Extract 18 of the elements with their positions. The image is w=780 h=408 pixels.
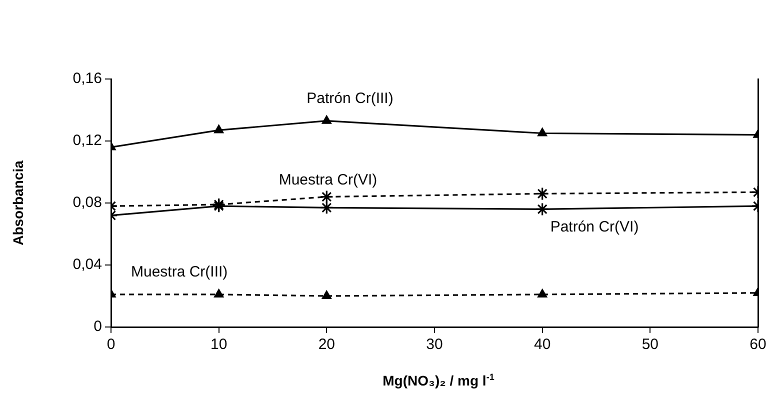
y-tick-label: 0,08 <box>72 194 102 212</box>
y-tick-label: 0,16 <box>72 70 102 88</box>
x-axis-title: Mg(NO₃)₂ / mg l$^{-1}$ <box>382 372 496 389</box>
x-tick-label: 50 <box>642 336 659 354</box>
y-axis-title: Absorbancia <box>10 160 26 246</box>
x-tick-label: 60 <box>750 336 766 354</box>
series-label: Muestra Cr(III) <box>131 264 228 281</box>
x-tick-label: 0 <box>106 336 116 354</box>
x-tick-label: 20 <box>318 336 336 354</box>
x-tick-label: 40 <box>534 336 551 354</box>
series-label: Patrón Cr(VI) <box>550 218 639 236</box>
y-tick-label: 0 <box>94 318 102 336</box>
series-label: Muestra Cr(VI) <box>278 172 378 189</box>
series-label: Patrón Cr(III) <box>306 90 394 107</box>
x-tick-label: 30 <box>426 336 443 354</box>
y-tick-label: 0,04 <box>72 256 102 274</box>
y-tick-label: 0,12 <box>72 132 102 150</box>
x-tick-label: 10 <box>210 336 228 354</box>
